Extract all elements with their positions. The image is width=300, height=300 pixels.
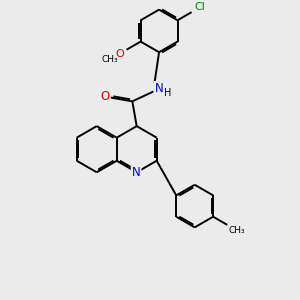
Text: CH₃: CH₃	[101, 55, 118, 64]
Text: Cl: Cl	[194, 2, 205, 12]
Text: H: H	[164, 88, 171, 98]
Text: N: N	[132, 167, 140, 179]
Text: O: O	[100, 90, 110, 104]
Text: CH₃: CH₃	[229, 226, 245, 235]
Text: O: O	[115, 49, 124, 59]
Text: N: N	[154, 82, 163, 95]
